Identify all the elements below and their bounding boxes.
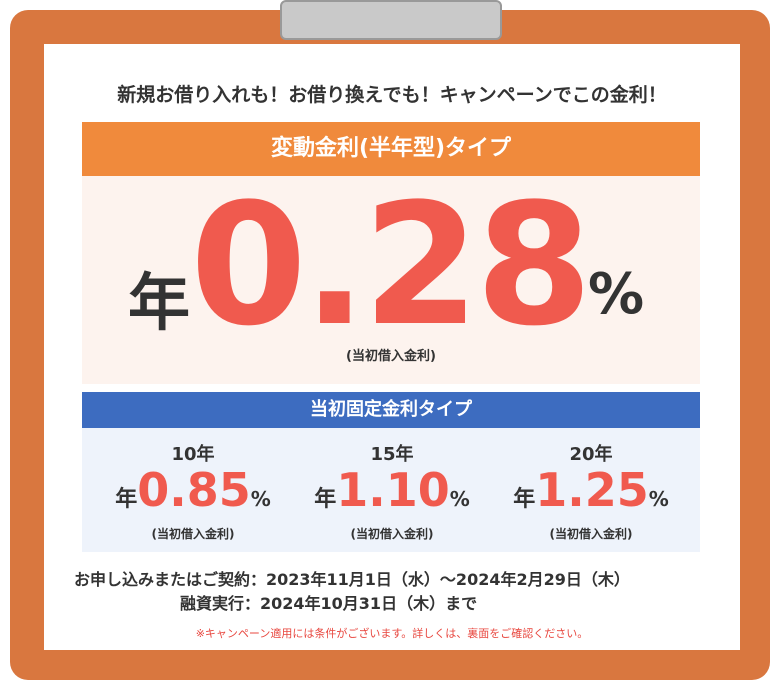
note: (当初借入金利) [549,527,633,541]
note: (当初借入金利) [350,527,434,541]
prefix: 年 [115,487,138,512]
unit: % [648,487,669,511]
term: 15年 [370,444,414,465]
fixed-title: 当初固定金利タイプ [82,392,700,428]
headline: 新規お借り入れも！お借り換えでも！キャンペーンでこの金利！ [117,84,667,106]
rate: 1.10 [336,463,450,517]
period-line: 融資実行：2024年10月31日（木）まで [180,594,478,613]
fixed-item: 10年年0.85% (当初借入金利) [93,440,293,542]
period-line: お申し込みまたはご契約：2023年11月1日（水）～2024年2月29日（木） [74,570,630,589]
variable-prefix: 年 [128,266,191,339]
fixed-panel [82,428,700,552]
clip [280,0,502,40]
variable-rate: 0.28 [190,167,593,363]
prefix: 年 [513,487,536,512]
disclaimer: ※キャンペーン適用には条件がございます。詳しくは、裏面をご確認ください。 [195,627,589,640]
term: 10年 [171,444,215,465]
unit: % [250,487,271,511]
fixed-item: 20年年1.25% (当初借入金利) [491,440,691,542]
prefix: 年 [314,487,337,512]
unit: % [449,487,470,511]
variable-panel [82,176,700,384]
variable-title: 変動金利(半年型)タイプ [82,122,700,176]
rate: 1.25 [535,463,649,517]
fixed-item: 15年年1.10% (当初借入金利) [292,440,492,542]
rate: 0.85 [137,463,251,517]
variable-note: (当初借入金利) [346,349,436,364]
term: 20年 [569,444,613,465]
note: (当初借入金利) [151,527,235,541]
variable-unit: % [588,262,645,327]
